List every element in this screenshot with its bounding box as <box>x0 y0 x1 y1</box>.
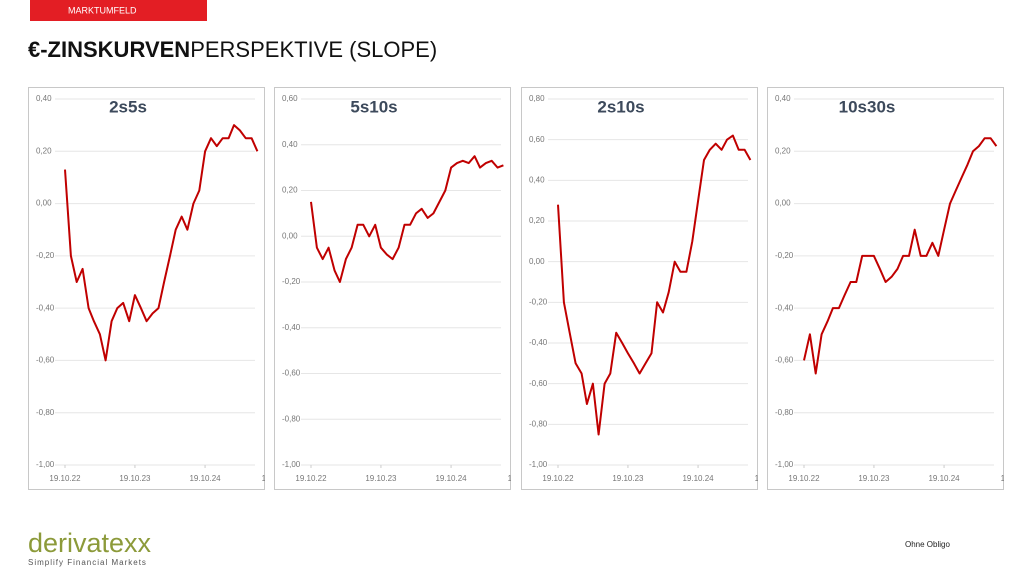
y-tick-label: 0,40 <box>36 94 52 103</box>
chart-panel: -1,00 -0,80 -0,60 -0,40 -0,20 0,00 0,20 0,40 0,6… <box>274 87 535 490</box>
x-tick-label: 19.10.22 <box>49 474 81 483</box>
x-tick-label: 19.10.23 <box>612 474 644 483</box>
x-tick-label: 19.10.22 <box>788 474 820 483</box>
x-tick-label: 19.10.2 <box>508 474 535 483</box>
x-tick-label: 19.10.24 <box>435 474 467 483</box>
chart-panel: -1,00 -0,80 -0,60 -0,40 -0,20 0,00 0,20 0,40 19.… <box>767 87 1024 490</box>
y-tick-label: -0,40 <box>775 303 794 312</box>
series-line <box>557 134 752 436</box>
panel-frame <box>767 87 1004 490</box>
y-tick-label: 0,00 <box>282 231 298 240</box>
logo: derivatexx <box>28 528 152 558</box>
y-tick-label: -0,20 <box>36 251 55 260</box>
y-tick-label: 0,20 <box>775 146 791 155</box>
y-tick-label: -1,00 <box>282 460 301 469</box>
y-tick-label: -0,20 <box>775 251 794 260</box>
y-tick-label: 0,40 <box>282 140 298 149</box>
panel-frame <box>28 87 265 490</box>
x-tick-label: 19.10.23 <box>858 474 890 483</box>
chart-title: 2s10s <box>597 97 644 116</box>
y-tick-label: 0,80 <box>529 94 545 103</box>
y-tick-label: -0,80 <box>36 408 55 417</box>
x-tick-label: 19.10.2 <box>1001 474 1024 483</box>
series-line <box>310 155 504 283</box>
x-tick-label: 19.10.23 <box>365 474 397 483</box>
x-tick-label: 19.10.23 <box>119 474 151 483</box>
section-tab <box>30 0 207 21</box>
x-tick-label: 19.10.22 <box>542 474 574 483</box>
slide-title: €-ZINSKURVENPERSPEKTIVE (SLOPE) <box>28 37 437 62</box>
y-tick-label: 0,20 <box>36 146 52 155</box>
x-tick-label: 19.10.2 <box>262 474 289 483</box>
y-tick-label: -0,80 <box>775 408 794 417</box>
y-tick-label: 0,00 <box>36 199 52 208</box>
y-tick-label: 0,60 <box>282 94 298 103</box>
y-tick-label: 0,40 <box>529 175 545 184</box>
y-tick-label: 0,60 <box>529 135 545 144</box>
y-tick-label: 0,20 <box>529 216 545 225</box>
y-tick-label: -0,80 <box>282 414 301 423</box>
chart-panel: -1,00 -0,80 -0,60 -0,40 -0,20 0,00 0,20 0,40 0,6… <box>521 87 782 490</box>
series-line <box>64 124 259 362</box>
y-tick-label: -1,00 <box>36 460 55 469</box>
y-tick-label: 0,40 <box>775 94 791 103</box>
x-tick-label: 19.10.2 <box>755 474 782 483</box>
disclaimer: Ohne Obligo <box>905 540 950 549</box>
section-label: MARKTUMFELD <box>68 5 137 15</box>
y-tick-label: -0,80 <box>529 419 548 428</box>
panel-frame <box>521 87 758 490</box>
x-tick-label: 19.10.24 <box>928 474 960 483</box>
panel-frame <box>274 87 511 490</box>
y-tick-label: -0,60 <box>775 356 794 365</box>
y-tick-label: -1,00 <box>775 460 794 469</box>
chart-title: 2s5s <box>109 97 147 116</box>
y-tick-label: -0,20 <box>529 297 548 306</box>
y-tick-label: -0,40 <box>529 338 548 347</box>
y-tick-label: -0,60 <box>36 356 55 365</box>
y-tick-label: 0,00 <box>529 257 545 266</box>
logo-tagline: Simplify Financial Markets <box>28 558 147 567</box>
chart-title: 5s10s <box>350 97 397 116</box>
y-tick-label: -0,60 <box>282 369 301 378</box>
chart-title: 10s30s <box>839 97 896 116</box>
y-tick-label: -1,00 <box>529 460 548 469</box>
y-tick-label: 0,00 <box>775 199 791 208</box>
series-line <box>803 137 998 375</box>
y-tick-label: -0,60 <box>529 379 548 388</box>
title-rest: PERSPEKTIVE (SLOPE) <box>190 37 437 62</box>
x-tick-label: 19.10.22 <box>295 474 327 483</box>
y-tick-label: 0,20 <box>282 186 298 195</box>
y-tick-label: -0,40 <box>282 323 301 332</box>
x-tick-label: 19.10.24 <box>682 474 714 483</box>
x-tick-label: 19.10.24 <box>189 474 221 483</box>
chart-panel: -1,00 -0,80 -0,60 -0,40 -0,20 0,00 0,20 0,40 19.… <box>28 87 289 490</box>
title-bold: €-ZINSKURVEN <box>28 37 190 62</box>
y-tick-label: -0,40 <box>36 303 55 312</box>
y-tick-label: -0,20 <box>282 277 301 286</box>
